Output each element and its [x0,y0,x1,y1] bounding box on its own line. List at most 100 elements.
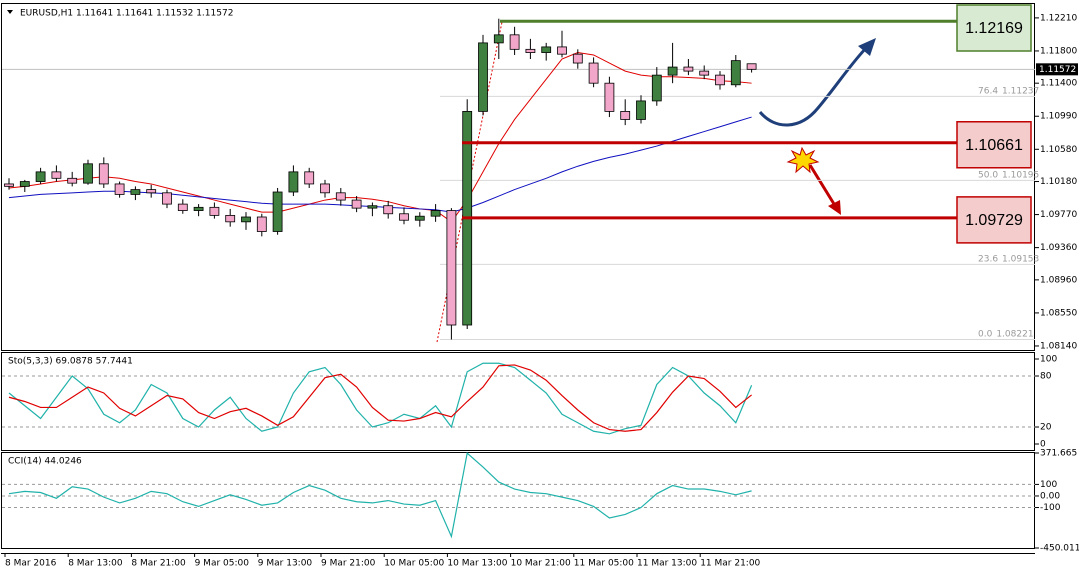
fib-level: 50.0 [978,170,998,180]
starburst [786,146,820,174]
candle-body [525,48,536,53]
candle-body [367,205,378,209]
candle-body [414,215,425,221]
y-tick-label: -100 [1040,503,1061,513]
x-tick-label: 10 Mar 21:00 [511,559,571,569]
y-tick-label: 100 [1040,355,1057,365]
candle-body [320,183,330,194]
x-tick-label: 9 Mar 05:00 [195,559,250,569]
level-box [956,121,1032,169]
level-label: 1.09729 [965,212,1023,229]
fib-label: 76.4 1.11237 [978,86,1039,96]
fib-price: 1.10195 [1002,170,1039,180]
indicator-line [8,362,753,435]
candle-body [509,34,520,50]
blue-arrowhead [858,38,876,56]
candle-body [383,205,394,215]
fib-trendline [436,21,503,343]
y-tick-label: 371.665 [1040,449,1077,459]
candle-body [19,181,30,187]
candle-body [730,60,741,86]
cci-panel [1,452,1035,549]
x-tick-label: 11 Mar 21:00 [700,559,760,569]
y-tick-label: -450.0119 [1040,544,1079,554]
level-label: 1.10661 [965,137,1023,154]
candle-body [67,177,78,184]
candle-body [557,46,567,55]
candle-body [162,192,172,205]
candle-body [746,63,757,70]
y-tick-label: 80 [1040,372,1052,382]
y-tick-label: 1.11400 [1040,79,1077,89]
candle-body [225,214,236,223]
candle-body [130,189,141,195]
x-tick-label: 11 Mar 13:00 [637,559,697,569]
candle-body [699,70,710,76]
candle-body [651,74,662,102]
y-tick-label: 0 [1040,440,1046,450]
candle-body [335,192,346,201]
candle-body [478,42,488,112]
x-tick-label: 10 Mar 13:00 [447,559,507,569]
candle-body [399,213,409,221]
indicator-line [8,364,752,432]
candle-body [193,206,204,211]
candle-body [604,82,615,112]
panel-title: Sto(5,3,3) 69.0878 57.7441 [8,357,133,367]
panel-title: EURUSD,H1 1.11641 1.11641 1.11532 1.1157… [20,9,233,19]
candle-body [35,171,46,182]
candle-body [114,183,125,195]
candle-body [4,183,14,187]
candle-body [588,62,599,84]
candle-body [430,210,441,217]
x-tick-label: 9 Mar 21:00 [321,559,376,569]
candle-body [351,199,362,209]
fib-price: 1.09153 [1002,254,1039,264]
candle-body [636,100,646,120]
fib-level: 76.4 [978,86,998,96]
x-tick-label: 8 Mar 21:00 [131,559,186,569]
candle-body [683,66,694,72]
dropdown-icon[interactable] [7,10,13,14]
stochastic-panel [1,352,1035,451]
candle-body [667,66,678,76]
candle-body [51,171,62,179]
candle-body [572,53,583,64]
x-tick-label: 8 Mar 2016 [5,559,57,569]
candle-body [146,189,157,194]
candle-body [241,216,251,223]
red-arrow [808,164,836,205]
x-tick-label: 9 Mar 13:00 [258,559,313,569]
panel-title: CCI(14) 44.0246 [8,457,82,467]
x-tick-label: 11 Mar 05:00 [574,559,634,569]
fib-level: 23.6 [978,254,998,264]
fib-label: 50.0 1.10195 [978,170,1039,180]
y-tick-label: 1.09770 [1040,210,1077,220]
candle-body [83,163,93,184]
candle-body [209,206,220,216]
level-box [956,196,1032,244]
y-tick-label: 1.08550 [1040,308,1077,318]
last-price-box [1036,63,1078,76]
y-tick-label: 1.10580 [1040,145,1077,155]
fib-label: 0.0 1.08221 [978,329,1034,339]
fib-label: 23.6 1.09153 [978,254,1039,264]
red-arrowhead [828,200,841,215]
last-price-label: 1.11572 [1039,65,1076,75]
candle-body [288,171,299,193]
y-tick-label: 1.08140 [1040,341,1077,351]
candle-body [272,191,283,232]
level-label: 1.12169 [965,20,1023,37]
candle-body [715,74,725,86]
y-tick-label: 0.00 [1040,491,1060,501]
candle-body [620,111,631,120]
main-panel [1,3,1035,351]
candle-body [541,46,552,53]
y-tick-label: 1.10990 [1040,112,1077,122]
indicator-line [8,452,752,539]
fib-price: 1.08221 [996,329,1033,339]
moving-average [8,52,752,223]
y-tick-label: 1.12210 [1040,13,1077,23]
